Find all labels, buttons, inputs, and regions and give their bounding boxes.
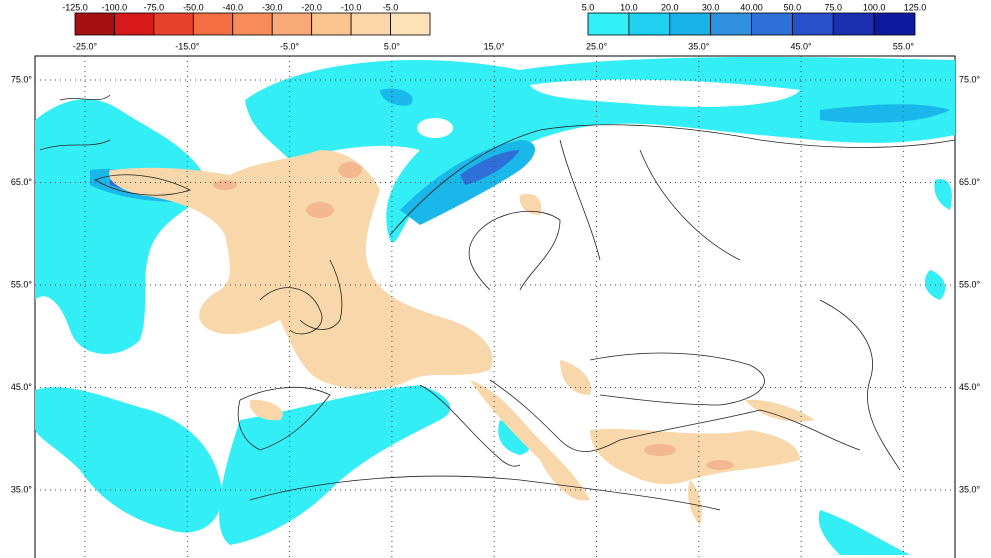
- legend-label: -75.0: [144, 2, 165, 12]
- negative-regions-strong: [213, 162, 734, 470]
- legend-label: 125.0: [904, 2, 927, 12]
- legend-negative: -125.0 -100.0 -75.0 -50.0 -40.0 -30.0 -20.0 -10…: [62, 2, 431, 36]
- legend-label: -100.0: [102, 2, 128, 12]
- latitude-label-right: 75.0°: [959, 74, 981, 84]
- legend-label: 100.0: [863, 2, 886, 12]
- map-frame: [34, 55, 956, 558]
- legend-label: -30.0: [262, 2, 283, 12]
- legend-label: -40.0: [223, 2, 244, 12]
- graticule: [35, 56, 955, 558]
- latitude-label-right: 45.0°: [959, 382, 981, 392]
- legend-swatch: [587, 12, 630, 36]
- legend-swatch: [232, 12, 273, 36]
- legend-swatch: [311, 12, 352, 36]
- legend-swatch: [710, 12, 752, 36]
- legend-swatch: [114, 12, 155, 36]
- legend-label: 5.0: [582, 2, 595, 12]
- legend-label: -50.0: [183, 2, 204, 12]
- legend-swatch: [390, 12, 431, 36]
- longitude-label: -5.0°: [280, 41, 300, 51]
- longitude-label: 25.0°: [586, 41, 608, 51]
- latitude-label-left: 35.0°: [11, 484, 33, 494]
- longitude-label: -15.0°: [175, 41, 200, 51]
- latitude-label-right: 65.0°: [959, 177, 981, 187]
- longitude-label: 45.0°: [791, 41, 813, 51]
- longitude-label: 5.0°: [384, 41, 401, 51]
- latitude-label-left: 65.0°: [11, 177, 33, 187]
- latitude-label-left: 75.0°: [11, 74, 33, 84]
- legend-label: 30.0: [702, 2, 720, 12]
- longitude-label: -25.0°: [73, 41, 98, 51]
- legend-label: 40.00: [740, 2, 763, 12]
- latitude-label-right: 35.0°: [959, 484, 981, 494]
- legend-label: 75.0: [824, 2, 842, 12]
- longitude-label: 35.0°: [688, 41, 710, 51]
- legend-label: -20.0: [301, 2, 322, 12]
- legend-swatch: [350, 12, 391, 36]
- legend-swatch: [271, 12, 313, 36]
- legend-label: 20.0: [661, 2, 679, 12]
- legend-label: 10.0: [620, 2, 638, 12]
- legend-swatch: [791, 12, 834, 36]
- legend-swatch: [873, 12, 916, 36]
- longitude-label: 15.0°: [484, 41, 506, 51]
- coastlines: [39, 94, 956, 511]
- legend-swatch: [751, 12, 793, 36]
- legend-swatch: [153, 12, 194, 36]
- clear-gaps: [417, 79, 800, 138]
- legend-label: 50.0: [784, 2, 802, 12]
- positive-regions: [35, 57, 955, 555]
- legend-swatch: [192, 12, 234, 36]
- legend-swatch: [669, 12, 712, 36]
- latitude-label-left: 55.0°: [11, 279, 33, 289]
- negative-regions: [109, 150, 815, 525]
- legend-swatch: [832, 12, 875, 36]
- longitude-label: 55.0°: [893, 41, 915, 51]
- legend-label: -5.0: [383, 2, 399, 12]
- axis-labels: -25.0° -15.0° -5.0° 5.0° 15.0° 25.0° 35.0° 45.0…: [11, 41, 981, 494]
- latitude-label-left: 45.0°: [11, 382, 33, 392]
- latitude-label-right: 55.0°: [959, 279, 981, 289]
- legend-swatch: [628, 12, 671, 36]
- legend-positive: 5.0 10.0 20.0 30.0 40.00 50.0 75.0 100.0 125.0: [582, 2, 927, 36]
- legend-swatch: [74, 12, 115, 36]
- legend-label: -10.0: [341, 2, 362, 12]
- legend-label: -125.0: [62, 2, 88, 12]
